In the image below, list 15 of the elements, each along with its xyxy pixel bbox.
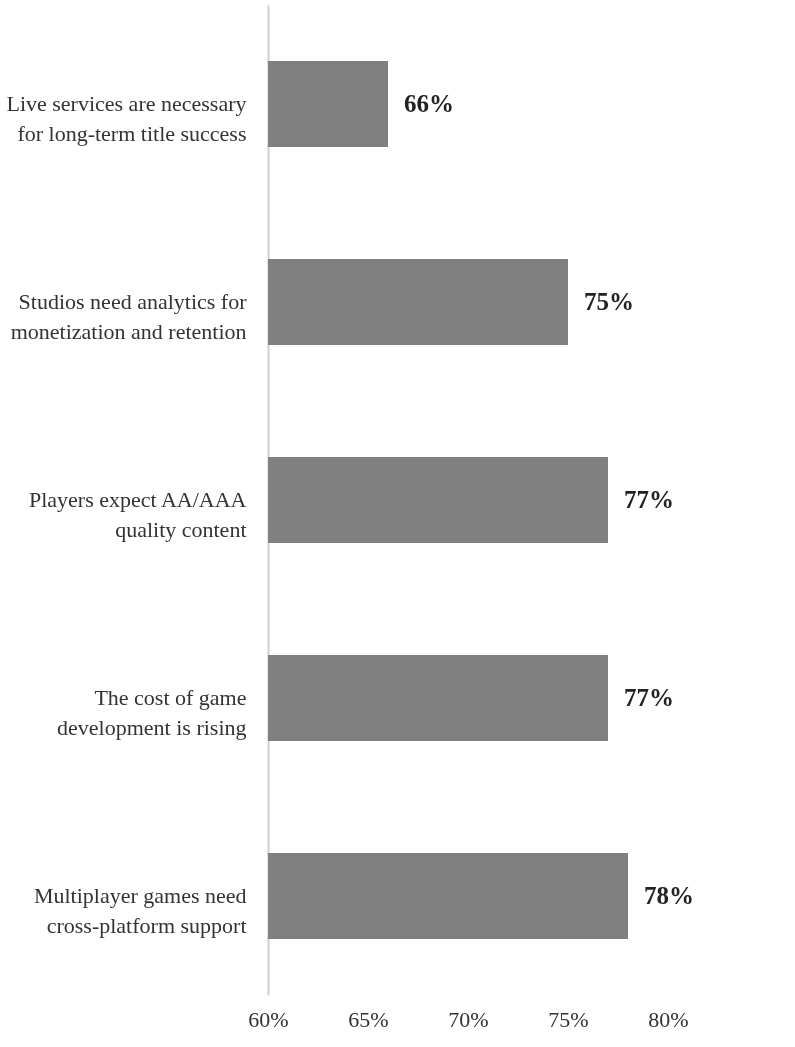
x-tick-label: 70% <box>448 1006 489 1032</box>
x-tick-label: 65% <box>348 1006 389 1032</box>
data-label: 66% <box>404 90 454 117</box>
x-tick-label: 80% <box>648 1006 689 1032</box>
data-label: 75% <box>584 288 634 315</box>
data-label: 77% <box>624 486 674 513</box>
data-label: 77% <box>624 684 674 711</box>
data-label: 78% <box>644 882 694 909</box>
y-tick-label: The cost of game development is rising <box>57 685 247 740</box>
x-tick-label: 75% <box>548 1006 589 1032</box>
y-tick-label: Multiplayer games need cross-platform support <box>33 883 247 938</box>
y-tick-label: Live services are necessary for long-term title success <box>6 91 247 146</box>
x-tick-label: 60% <box>248 1006 289 1032</box>
y-tick-label: Players expect AA/AAA quality content <box>28 487 247 542</box>
y-tick-label: Studios need analytics for monetization and retention <box>10 289 248 344</box>
